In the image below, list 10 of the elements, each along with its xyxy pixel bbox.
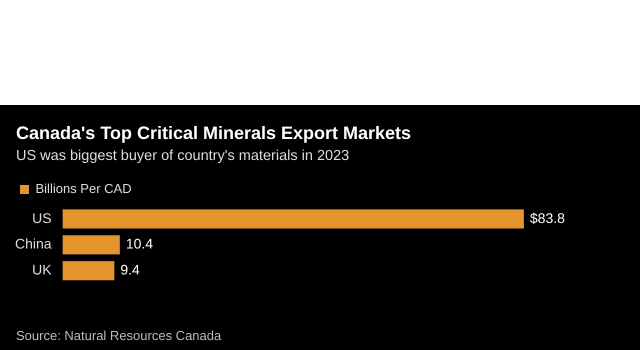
y-tick-label: China — [14, 236, 52, 252]
y-tick-label: UK — [32, 262, 52, 278]
chart-subtitle: US was biggest buyer of country's materials in 2023 — [16, 148, 350, 164]
chart-title: Canada's Top Critical Minerals Export Markets — [16, 123, 412, 144]
y-tick-label: US — [32, 210, 52, 226]
data-label: 9.4 — [120, 262, 140, 278]
data-label: 10.4 — [126, 236, 154, 252]
data-label: $83.8 — [530, 210, 566, 226]
source-note: Source: Natural Resources Canada — [16, 328, 222, 343]
legend-label: Billions Per CAD — [36, 181, 132, 196]
